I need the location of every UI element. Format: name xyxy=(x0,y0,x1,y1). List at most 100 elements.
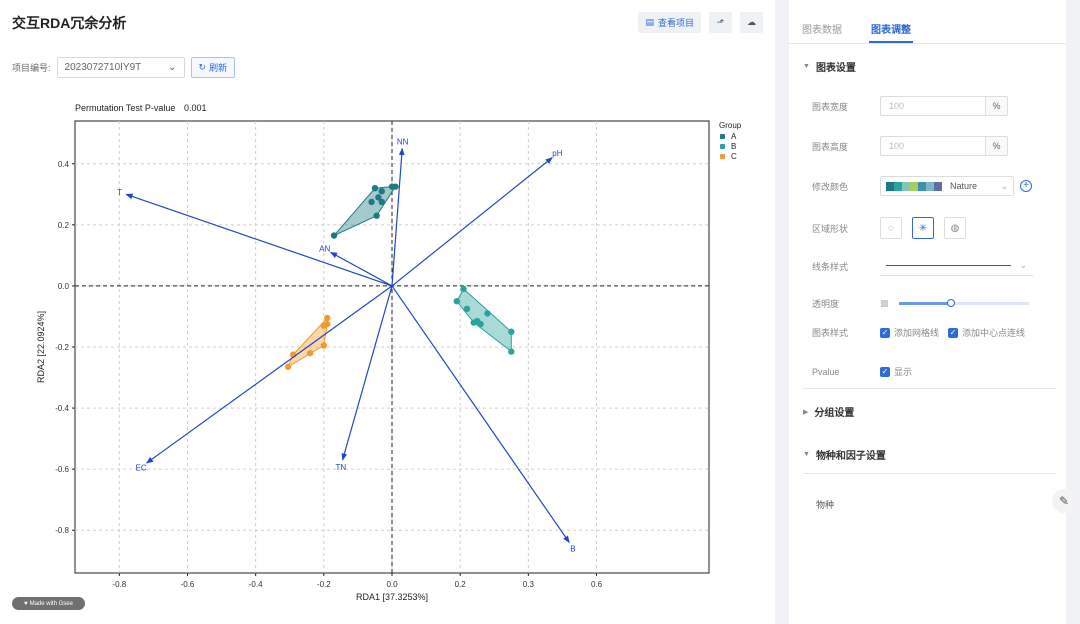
tab-chart-data[interactable]: 图表数据 xyxy=(802,25,842,36)
opacity-slider-handle[interactable] xyxy=(946,299,955,307)
arrow-label-ec: EC xyxy=(136,463,147,472)
edit-floating-button[interactable]: ✎ xyxy=(1052,489,1076,513)
caret-down-icon: ▼ xyxy=(803,451,810,458)
arrow-ph xyxy=(391,157,553,287)
made-with-badge: ♥ Made with Gsee xyxy=(12,597,85,610)
opacity-slider[interactable] xyxy=(898,299,1029,307)
legend-swatch-c xyxy=(720,154,725,159)
y-axis-label: RDA2 [22.0924%] xyxy=(36,311,46,383)
chevron-down-icon: ⌄ xyxy=(1019,260,1027,270)
y-tick-label: 0.4 xyxy=(58,160,70,169)
section-species-settings[interactable]: ▼ 物种和因子设置 xyxy=(803,447,886,462)
arrow-label-ph: pH xyxy=(552,149,562,158)
group-b-point xyxy=(460,285,467,293)
x-tick-label: -0.2 xyxy=(317,580,331,589)
palette-swatch xyxy=(886,181,894,191)
y-tick-label: -0.6 xyxy=(55,465,69,474)
caret-right-icon: ▶ xyxy=(803,408,809,416)
arrow-b xyxy=(391,285,570,544)
dotted-circle-icon: ◌ xyxy=(888,222,894,234)
legend-swatch-a xyxy=(720,134,725,139)
fullscreen-button[interactable]: ⬏ xyxy=(709,12,732,33)
rda-chart[interactable]: Permutation Test P-value 0.001 -0.8 -0.6 -0.… xyxy=(0,95,760,610)
group-b-point xyxy=(508,348,515,355)
height-input[interactable]: 100 % xyxy=(880,136,1008,156)
show-pvalue-checkbox[interactable]: ✓ 显示 xyxy=(880,365,912,378)
width-row: 图表宽度 100 % xyxy=(812,96,1042,116)
shape-row: 区域形状 ◌ ✳ ◍ xyxy=(812,217,1042,239)
y-tick-label: -0.8 xyxy=(55,526,69,535)
pvalue-value: 0.001 xyxy=(184,103,207,113)
group-c-point xyxy=(324,320,331,328)
x-tick-label: -0.4 xyxy=(249,580,263,589)
center-line-checkbox[interactable]: ✓ 添加中心点连线 xyxy=(948,326,1025,339)
x-tick-label: -0.8 xyxy=(112,580,126,589)
shape-polygon-button[interactable]: ✳ xyxy=(912,217,934,239)
add-palette-button[interactable]: + xyxy=(1020,180,1032,192)
group-a-point xyxy=(375,194,382,201)
shape-ellipse-button[interactable]: ◍ xyxy=(944,217,966,239)
group-a-point xyxy=(330,232,338,239)
document-icon: ▤ xyxy=(645,17,654,27)
badge-label: Made with Gsee xyxy=(29,600,73,607)
tab-indicator xyxy=(869,41,913,43)
group-b-point xyxy=(453,297,460,305)
y-tick-label: -0.2 xyxy=(55,343,69,352)
arrow-label-tn: TN xyxy=(336,463,347,472)
y-tick-label: 0.2 xyxy=(58,221,70,230)
check-icon: ✓ xyxy=(880,366,890,377)
x-tick-label: 0.0 xyxy=(386,580,398,589)
grid-checkbox[interactable]: ✓ 添加网格线 xyxy=(880,326,939,339)
group-c-point xyxy=(324,314,331,322)
group-a-point xyxy=(392,183,399,190)
chevron-down-icon: ⌄ xyxy=(1000,180,1008,191)
x-axis-label: RDA1 [37.3253%] xyxy=(356,592,428,602)
project-value: 2023072710IY9T xyxy=(64,62,142,73)
section-chart-settings[interactable]: ▼ 图表设置 xyxy=(803,59,856,74)
arrow-label-nn: NN xyxy=(397,138,409,147)
width-input[interactable]: 100 % xyxy=(880,96,1008,116)
top-toolbar: ▤ 查看项目 ⬏ ☁ xyxy=(638,12,763,33)
solid-line-preview xyxy=(886,265,1011,266)
arrow-t xyxy=(125,193,393,287)
shape-none-button[interactable]: ◌ xyxy=(880,217,902,239)
check-icon: ✓ xyxy=(880,327,890,338)
section-group-settings[interactable]: ▶ 分组设置 xyxy=(803,404,854,419)
refresh-button[interactable]: ↻ 刷新 xyxy=(190,57,236,78)
view-project-label: 查看项目 xyxy=(657,18,694,28)
opacity-slider-fill xyxy=(898,302,951,305)
chevron-down-icon: ⌄ xyxy=(168,62,177,73)
project-label: 项目编号: xyxy=(12,63,51,73)
project-row: 项目编号: 2023072710IY9T ⌄ ↻ 刷新 xyxy=(12,57,236,78)
width-unit: % xyxy=(985,97,1007,115)
width-value: 100 xyxy=(889,101,905,111)
star-polygon-icon: ✳ xyxy=(918,222,928,234)
x-tick-label: 0.6 xyxy=(591,580,603,589)
arrow-an xyxy=(330,251,393,287)
shape-label: 区域形状 xyxy=(812,223,849,234)
palette-name: Nature xyxy=(950,181,978,191)
y-tick-label: -0.4 xyxy=(55,404,69,413)
group-b-point xyxy=(484,310,491,317)
color-label: 修改颜色 xyxy=(812,181,849,192)
group-a-point xyxy=(371,184,379,192)
view-project-button[interactable]: ▤ 查看项目 xyxy=(638,12,701,33)
group-a-point xyxy=(378,198,385,206)
project-select[interactable]: 2023072710IY9T ⌄ xyxy=(56,57,185,78)
heart-icon: ♥ xyxy=(24,600,28,607)
palette-select[interactable]: Nature ⌄ xyxy=(880,176,1014,196)
pvalue-row: Pvalue ✓ 显示 xyxy=(812,365,1042,378)
palette-swatch xyxy=(894,181,902,191)
arrow-tn xyxy=(341,285,393,461)
download-button[interactable]: ☁ xyxy=(740,12,763,33)
group-b-point xyxy=(477,320,484,328)
palette-swatch xyxy=(934,181,942,191)
divider xyxy=(803,388,1056,389)
height-label: 图表高度 xyxy=(812,141,849,152)
divider xyxy=(803,473,1056,474)
group-a-point xyxy=(378,188,385,195)
line-style-row: 线条样式 ⌄ xyxy=(812,256,1042,276)
width-label: 图表宽度 xyxy=(812,101,849,112)
line-style-select[interactable]: ⌄ xyxy=(880,256,1033,276)
tab-chart-adjust[interactable]: 图表调整 xyxy=(871,25,911,36)
